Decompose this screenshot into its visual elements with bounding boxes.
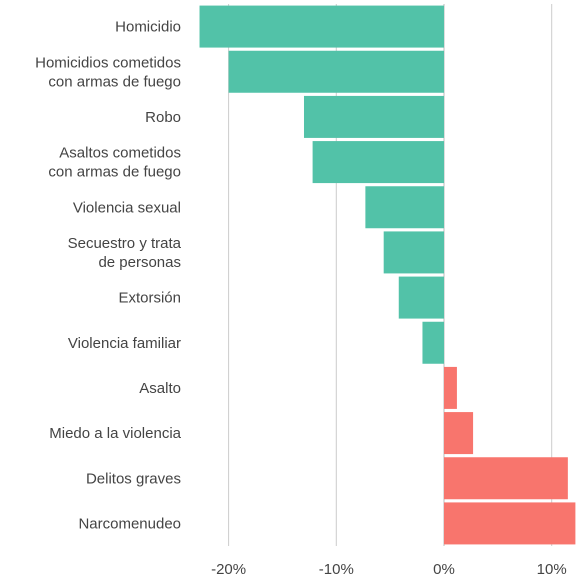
bar xyxy=(444,412,474,455)
category-label: Asalto xyxy=(139,380,181,397)
x-tick-label-layer: -20% -10% 0% 10% xyxy=(211,561,567,578)
category-label: Homicidios cometidos con armas de fuego xyxy=(35,54,181,90)
category-label: Violencia familiar xyxy=(68,335,181,352)
bar xyxy=(422,321,444,364)
category-label-line: Delitos graves xyxy=(86,470,181,487)
category-label-line: con armas de fuego xyxy=(48,73,181,90)
category-label: Delitos graves xyxy=(86,470,181,487)
x-tick-label: -20% xyxy=(211,561,246,578)
bar xyxy=(383,231,444,274)
category-label-line: Homicidio xyxy=(115,19,181,36)
category-label-line: Violencia sexual xyxy=(73,199,181,216)
category-label-line: Asalto xyxy=(139,380,181,397)
bar xyxy=(444,366,457,409)
x-tick-label: -10% xyxy=(319,561,354,578)
bar xyxy=(444,457,568,500)
x-tick-label: 10% xyxy=(537,561,567,578)
bar xyxy=(199,5,444,48)
category-label-line: Secuestro y trata xyxy=(68,235,182,252)
category-label-line: Narcomenudeo xyxy=(78,515,181,532)
grid-layer xyxy=(228,4,553,546)
category-label: Narcomenudeo xyxy=(78,515,181,532)
bar xyxy=(398,276,444,319)
category-label-line: de personas xyxy=(98,254,181,271)
category-label-line: Extorsión xyxy=(118,290,181,307)
bar xyxy=(365,186,444,229)
category-label-line: Violencia familiar xyxy=(68,335,181,352)
category-label: Violencia sexual xyxy=(73,199,181,216)
x-tick-label: 0% xyxy=(433,561,455,578)
category-label: Secuestro y trata de personas xyxy=(68,235,182,271)
category-label: Miedo a la violencia xyxy=(49,425,181,442)
bar xyxy=(303,95,444,138)
category-label-line: Miedo a la violencia xyxy=(49,425,181,442)
category-label-line: Homicidios cometidos xyxy=(35,54,181,71)
category-label-layer: Homicidio Homicidios cometidos con armas d… xyxy=(35,19,182,533)
bar-layer xyxy=(199,5,576,545)
category-label-line: Robo xyxy=(145,109,181,126)
category-label: Robo xyxy=(145,109,181,126)
category-label-line: Asaltos cometidos xyxy=(59,145,181,162)
category-label: Asaltos cometidos con armas de fuego xyxy=(48,145,181,181)
category-label: Homicidio xyxy=(115,19,181,36)
category-label-line: con armas de fuego xyxy=(48,164,181,181)
bar xyxy=(444,502,576,545)
bar xyxy=(228,50,444,93)
bar xyxy=(312,141,444,184)
category-label: Extorsión xyxy=(118,290,181,307)
